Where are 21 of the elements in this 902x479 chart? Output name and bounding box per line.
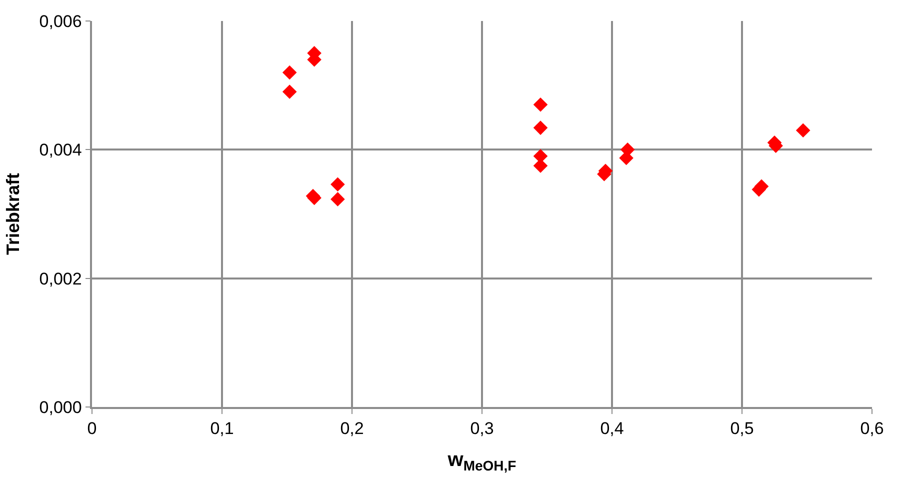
point xyxy=(796,123,810,138)
point xyxy=(533,120,548,135)
point xyxy=(282,65,297,80)
y-tick-label: 0,004 xyxy=(39,140,82,160)
x-tick-label: 0,2 xyxy=(340,419,364,438)
x-tick-label: 0 xyxy=(87,419,97,438)
point xyxy=(282,84,297,99)
x-tick-label: 0,1 xyxy=(210,419,234,438)
x-tick-label: 0,6 xyxy=(860,419,884,438)
point xyxy=(330,177,345,192)
x-axis-title: w$_{MeOH,F}$ xyxy=(446,449,517,474)
x-tick-label: 0,5 xyxy=(730,419,754,438)
x-tick-label: 0,4 xyxy=(600,419,624,438)
x-tick-label: 0,3 xyxy=(470,419,494,438)
point xyxy=(330,192,345,206)
y-tick-label: 0,006 xyxy=(39,12,82,31)
y-tick-label: 0,002 xyxy=(39,269,82,288)
point xyxy=(533,158,548,173)
y-tick-label: 0,000 xyxy=(39,398,82,417)
point xyxy=(533,97,548,112)
y-axis-title: Triebkraft xyxy=(3,172,24,256)
